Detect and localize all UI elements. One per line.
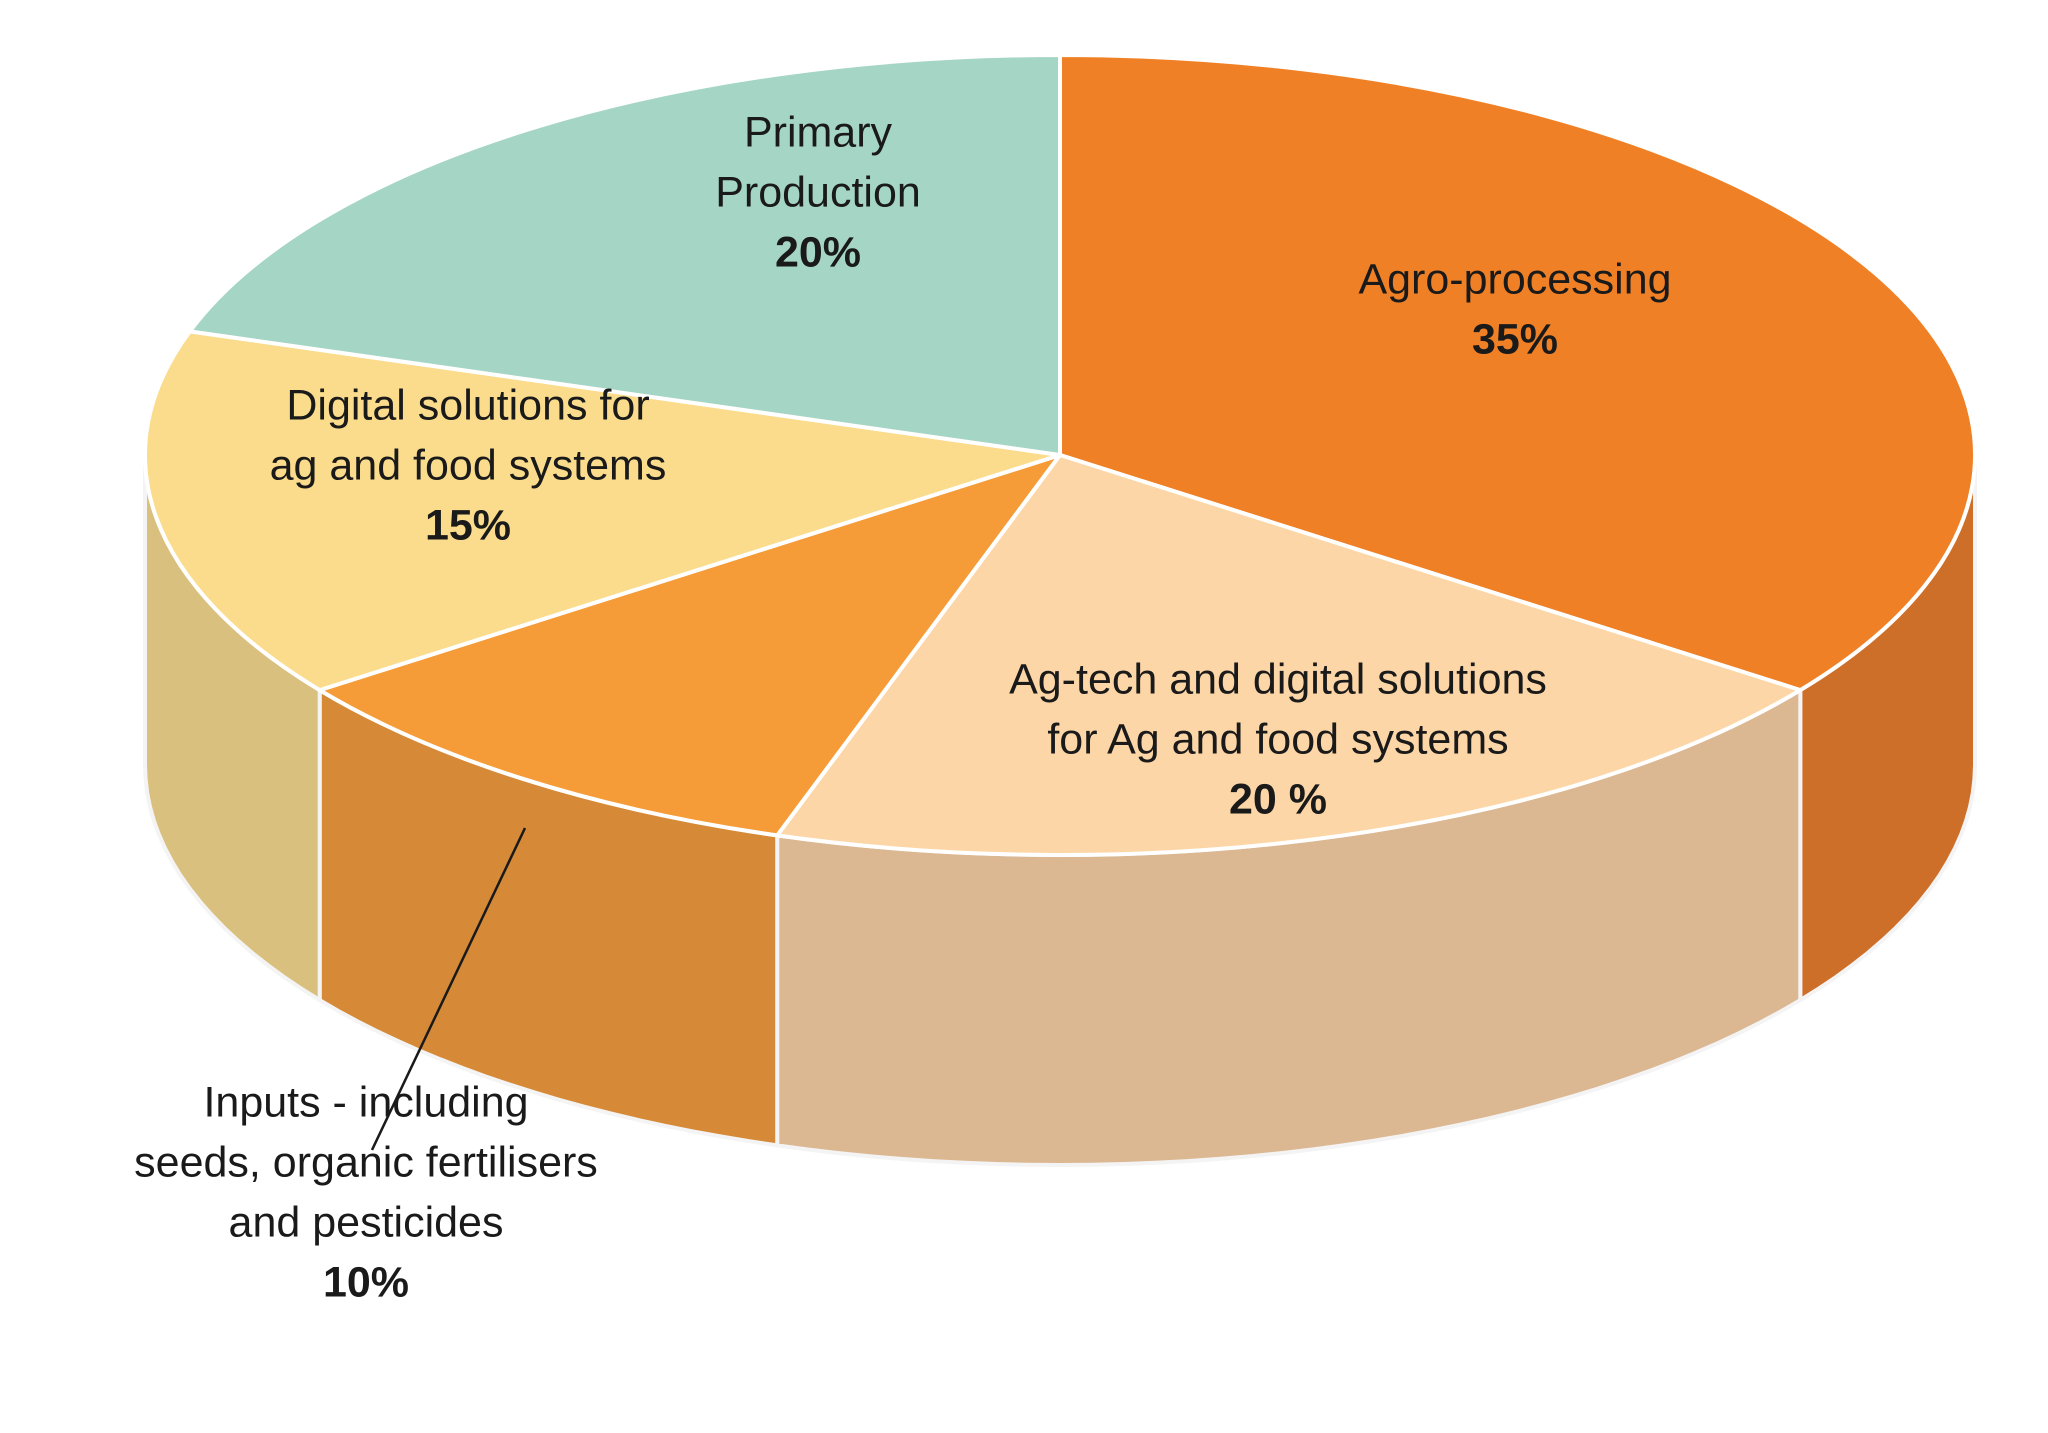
pie-slice-ag-tech-and-digital-solutions-for-ag-and-food-systems bbox=[775, 453, 1803, 857]
pie-label-primary-production-line-1: Primary bbox=[744, 108, 893, 156]
pie-label-inputs-including-seeds-organic-fertilisers-and-pesticides-line-1: Inputs - including bbox=[203, 1078, 528, 1126]
pie-label-primary-production-line-2: Production bbox=[715, 168, 921, 216]
pie-label-inputs-including-seeds-organic-fertilisers-and-pesticides-line-2: seeds, organic fertilisers bbox=[134, 1138, 598, 1186]
pie-label-inputs-including-seeds-organic-fertilisers-and-pesticides-line-3: and pesticides bbox=[229, 1198, 504, 1246]
pie-value-label-ag-tech-and-digital-solutions-for-ag-and-food-systems: 20 % bbox=[1229, 775, 1327, 823]
pie-value-label-primary-production: 20% bbox=[775, 228, 861, 276]
pie-slices bbox=[143, 53, 1978, 857]
pie-label-digital-solutions-for-ag-and-food-systems-line-1: Digital solutions for bbox=[286, 381, 649, 429]
pie-value-label-agro-processing: 35% bbox=[1472, 315, 1558, 363]
leader-line-inputs-including-seeds-organic-fertilisers-and-pesticides bbox=[370, 827, 527, 1151]
pie-label-agro-processing-line-1: Agro-processing bbox=[1358, 255, 1671, 303]
pie-label-ag-tech-and-digital-solutions-for-ag-and-food-systems-line-2: for Ag and food systems bbox=[1047, 715, 1508, 763]
pie-slice-agro-processing bbox=[1058, 53, 1978, 693]
pie-value-label-inputs-including-seeds-organic-fertilisers-and-pesticides: 10% bbox=[323, 1258, 409, 1306]
pie-labels: Agro-processing 35% Ag-tech and digital so… bbox=[134, 108, 1671, 1306]
pie-label-digital-solutions-for-ag-and-food-systems-line-2: ag and food systems bbox=[270, 441, 667, 489]
pie-slice-primary-production bbox=[187, 53, 1062, 457]
pie-sides bbox=[143, 454, 1977, 1168]
pie-slice-inputs-including-seeds-organic-fertilisers-and-pesticides bbox=[317, 453, 1062, 838]
pie-value-label-digital-solutions-for-ag-and-food-systems: 15% bbox=[425, 501, 511, 549]
pie-label-ag-tech-and-digital-solutions-for-ag-and-food-systems-line-1: Ag-tech and digital solutions bbox=[1009, 655, 1547, 703]
pie-leader-lines bbox=[370, 827, 527, 1151]
pie-slice-digital-solutions-for-ag-and-food-systems bbox=[143, 329, 1062, 693]
